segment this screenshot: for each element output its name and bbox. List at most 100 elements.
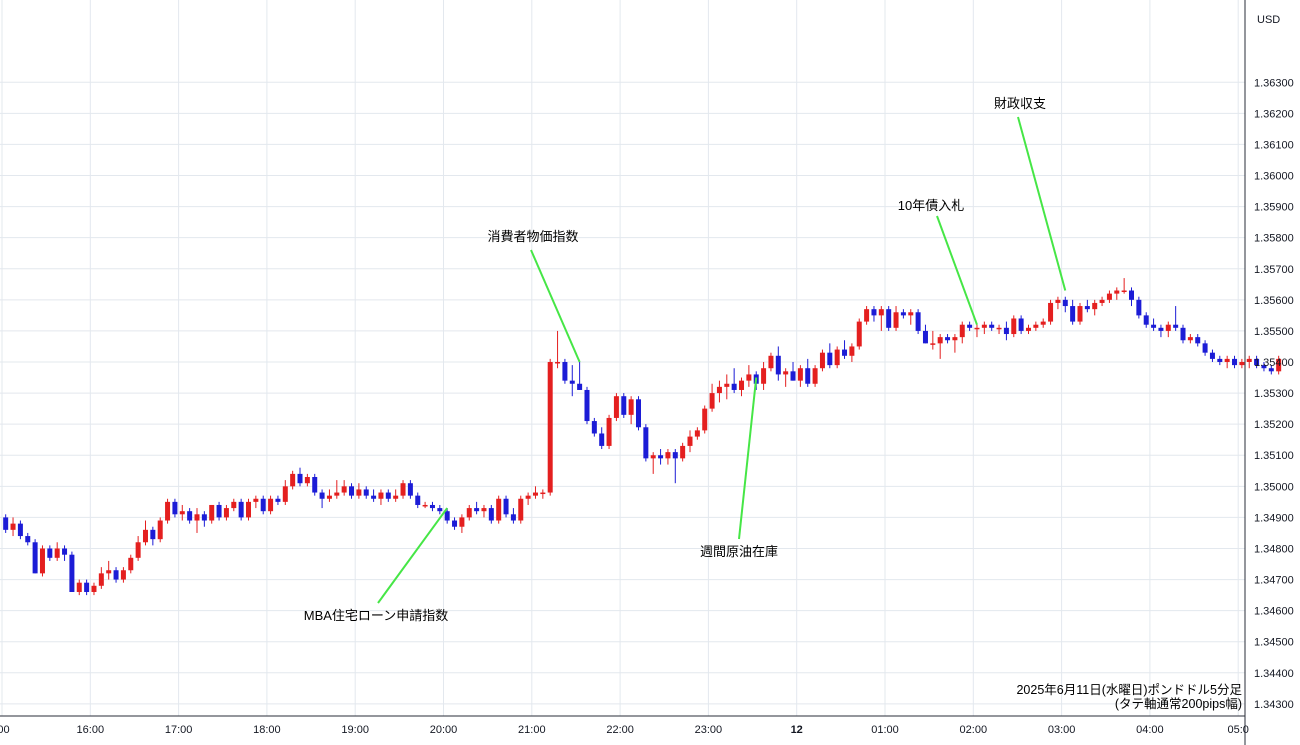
candle — [150, 526, 156, 546]
candle — [1246, 355, 1252, 369]
candle-body — [452, 520, 458, 527]
candle-body — [47, 548, 53, 558]
candle-body — [400, 483, 406, 496]
candle-body — [635, 399, 641, 428]
candle-body — [415, 495, 421, 505]
candle — [444, 508, 450, 524]
candle-body — [915, 312, 921, 331]
candle-body — [1033, 324, 1039, 328]
candle — [812, 365, 818, 387]
candle — [216, 501, 222, 521]
candle-body — [812, 368, 818, 384]
y-tick-label: 1.35500 — [1254, 326, 1294, 338]
candle-body — [150, 529, 156, 540]
candle — [1070, 299, 1076, 325]
candle-body — [842, 349, 848, 356]
candle — [1173, 306, 1179, 331]
candle — [1092, 299, 1098, 316]
x-tick-label: :00 — [0, 724, 10, 736]
candle — [201, 511, 207, 527]
y-tick-label: 1.35700 — [1254, 264, 1294, 276]
annotation-line — [530, 249, 581, 363]
price-axis[interactable]: 1.34300 1.34400 1.34500 1.34600 1.34700 1.348… — [1254, 77, 1294, 711]
candle — [834, 346, 840, 369]
candle-body — [113, 570, 119, 580]
candle-body — [474, 508, 480, 512]
candle — [518, 495, 524, 524]
candle — [724, 374, 730, 400]
candle — [496, 495, 502, 524]
candle — [378, 489, 384, 505]
y-tick-label: 1.35900 — [1254, 202, 1294, 214]
candle-body — [716, 386, 722, 394]
candle — [54, 542, 60, 561]
candle — [1261, 362, 1267, 372]
candle — [231, 498, 237, 512]
candle — [775, 346, 781, 381]
candle-body — [1224, 358, 1230, 362]
candle — [371, 489, 377, 502]
candle — [908, 309, 914, 325]
candle-body — [569, 380, 575, 384]
candle — [959, 321, 965, 344]
annotation-line — [936, 215, 978, 326]
candle — [672, 449, 678, 484]
candle-body — [775, 355, 781, 375]
candle — [157, 517, 163, 543]
candle-body — [952, 337, 958, 341]
candle — [334, 480, 340, 499]
candle-body — [165, 501, 171, 521]
candle-body — [54, 548, 60, 558]
candle-body — [849, 346, 855, 356]
candle — [1276, 355, 1282, 375]
candle-body — [532, 492, 538, 496]
candle-body — [393, 495, 399, 499]
candle-body — [731, 383, 737, 390]
candle — [532, 486, 538, 499]
candle-body — [371, 495, 377, 499]
candle-body — [746, 374, 752, 381]
y-tick-label: 1.34800 — [1254, 543, 1294, 555]
candle — [702, 405, 708, 434]
candle — [106, 560, 112, 580]
candle — [915, 309, 921, 335]
time-axis[interactable]: :00 16:00 17:00 18:00 19:00 20:00 21:00 22:00 23… — [0, 724, 1249, 736]
candle — [260, 495, 266, 515]
candle — [540, 489, 546, 499]
candle — [187, 508, 193, 524]
candle — [584, 386, 590, 425]
candle-body — [886, 309, 892, 328]
candle-body — [98, 573, 104, 586]
candle — [385, 489, 391, 502]
candle-body — [290, 473, 296, 487]
candle — [1062, 296, 1068, 313]
candle — [209, 504, 215, 524]
candle-body — [142, 529, 148, 543]
candle-body — [768, 355, 774, 369]
candle-body — [62, 548, 68, 555]
candle — [709, 383, 715, 412]
candle-body — [10, 523, 16, 530]
grid — [0, 0, 1245, 716]
candle — [562, 358, 568, 384]
candle — [62, 545, 68, 561]
candle — [981, 321, 987, 335]
candle — [871, 306, 877, 322]
candle — [658, 449, 664, 465]
candle-body — [724, 383, 730, 387]
candle-body — [856, 321, 862, 347]
candle-body — [1217, 358, 1223, 362]
candle-body — [959, 324, 965, 338]
candle-body — [1062, 299, 1068, 307]
candle-body — [900, 312, 906, 316]
candle-body — [1003, 327, 1009, 335]
candles — [3, 278, 1282, 596]
candle-body — [1106, 293, 1112, 300]
candle-body — [378, 492, 384, 499]
candle — [1048, 299, 1054, 325]
candle-body — [577, 383, 583, 390]
candle-body — [1114, 290, 1120, 294]
candle-body — [76, 582, 82, 592]
candle-body — [989, 324, 995, 328]
candle — [555, 330, 561, 369]
